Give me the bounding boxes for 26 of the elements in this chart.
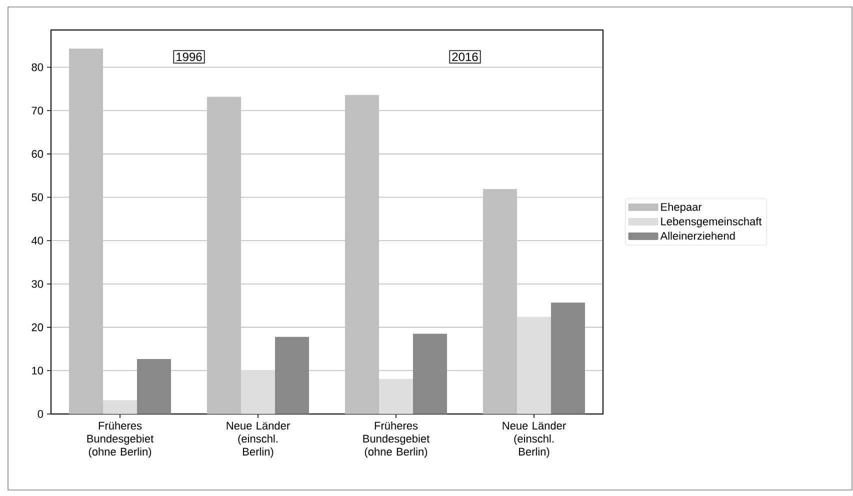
y-tick-label: 60 bbox=[32, 150, 44, 158]
y-tick-label: 50 bbox=[32, 193, 44, 202]
bar bbox=[241, 370, 276, 414]
bar bbox=[413, 334, 448, 414]
annotation: 2016 bbox=[452, 52, 478, 62]
y-tick-label: 0 bbox=[38, 410, 44, 418]
bar bbox=[137, 358, 172, 414]
y-tick-label: 20 bbox=[32, 323, 44, 332]
y-tick-label: 40 bbox=[32, 236, 44, 245]
bar bbox=[103, 400, 138, 414]
bar bbox=[275, 336, 310, 414]
x-tick-label: Neue Länder (einschl. Berlin) bbox=[502, 422, 566, 458]
legend-label: Ehepaar bbox=[661, 202, 702, 214]
x-tick-label: Früheres Bundesgebiet (ohne Berlin) bbox=[87, 422, 154, 458]
bar bbox=[551, 302, 586, 414]
y-tick-label: 70 bbox=[32, 106, 44, 114]
legend-label: Alleinerziehend bbox=[660, 232, 735, 240]
annotation: 1996 bbox=[176, 52, 202, 62]
bar bbox=[517, 316, 552, 414]
y-tick-label: 80 bbox=[32, 63, 44, 72]
x-tick-label: Früheres Bundesgebiet (ohne Berlin) bbox=[363, 422, 430, 458]
bar bbox=[379, 378, 414, 414]
legend-label: Lebensgemeinschaft bbox=[661, 217, 762, 228]
x-tick-label: Neue Länder (einschl. Berlin) bbox=[226, 422, 290, 458]
y-tick-label: 10 bbox=[32, 366, 44, 375]
y-tick-label: 30 bbox=[32, 280, 44, 288]
